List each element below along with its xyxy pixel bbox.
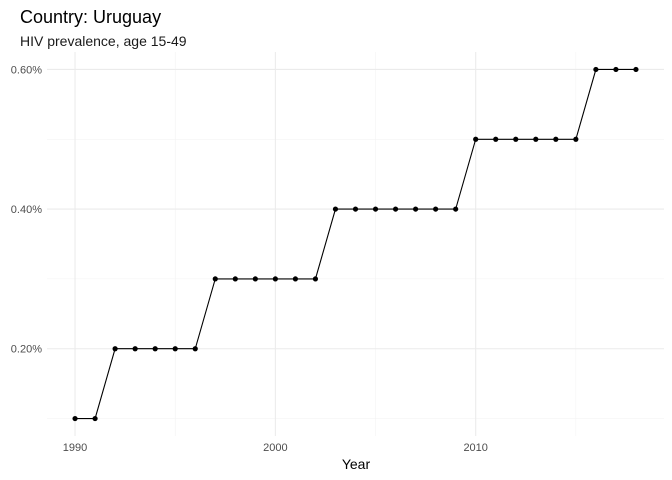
y-tick-label: 0.60% [11, 64, 42, 76]
data-point [112, 346, 118, 352]
data-point [593, 66, 599, 73]
x-axis-tick-labels: 1990 2000 2010 [63, 442, 488, 454]
data-point [513, 136, 519, 142]
data-point [372, 206, 379, 212]
data-point [192, 346, 198, 352]
data-point [392, 206, 399, 212]
data-point [493, 136, 499, 142]
data-point [473, 136, 479, 142]
data-point [252, 276, 258, 282]
x-tick-label: 2010 [463, 442, 487, 454]
data-point [553, 136, 559, 142]
data-point [433, 206, 439, 212]
grid-layer [47, 52, 664, 436]
data-point [352, 206, 359, 212]
data-point [292, 276, 299, 282]
data-point [613, 66, 619, 73]
series-layer [72, 66, 639, 422]
x-tick-label: 2000 [263, 442, 287, 454]
data-point [272, 276, 278, 282]
x-axis-title: Year [342, 456, 371, 472]
x-tick-label: 1990 [63, 442, 87, 454]
data-point [172, 346, 178, 352]
data-point [312, 276, 319, 282]
data-point [92, 415, 98, 422]
data-point [633, 66, 639, 73]
chart-title: Country: Uruguay [20, 7, 161, 27]
y-tick-label: 0.40% [11, 204, 42, 216]
data-point [533, 136, 539, 142]
data-point [132, 346, 138, 352]
series-line-0 [75, 68, 636, 420]
data-point [412, 206, 419, 212]
data-point [453, 206, 459, 212]
data-point [573, 136, 579, 142]
data-point [152, 346, 158, 352]
data-point [332, 206, 339, 212]
data-point [72, 415, 78, 422]
y-axis-tick-labels: 0.20% 0.40% 0.60% [11, 64, 42, 355]
chart-subtitle: HIV prevalence, age 15-49 [20, 33, 187, 49]
y-tick-label: 0.20% [11, 344, 42, 356]
data-point [232, 276, 238, 282]
data-point [212, 276, 218, 282]
